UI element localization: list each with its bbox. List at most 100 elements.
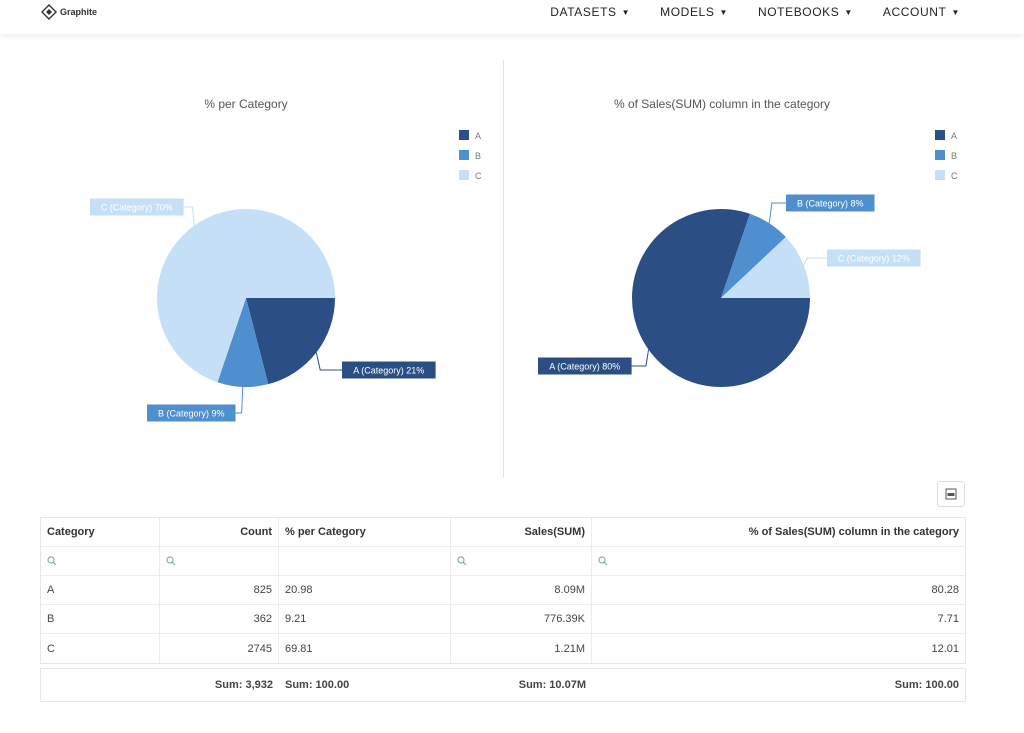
table-cell: A — [41, 576, 160, 604]
table-header-row: Category Count % per Category Sales(SUM)… — [41, 518, 965, 547]
total-cell — [41, 669, 160, 701]
search-icon — [166, 556, 176, 566]
table-row[interactable]: A 825 20.98 8.09M 80.28 — [41, 576, 965, 605]
total-cell: Sum: 100.00 — [285, 679, 350, 691]
chevron-down-icon: ▼ — [719, 7, 728, 17]
nav-models[interactable]: MODELS ▼ — [660, 5, 728, 19]
legend-swatch — [459, 150, 469, 160]
chart-title: % per Category — [204, 97, 287, 111]
chevron-down-icon: ▼ — [621, 7, 631, 17]
total-cell: Sum: 3,932 — [214, 679, 273, 691]
nav-account-label: ACCOUNT — [882, 5, 947, 19]
column-filter-input[interactable] — [451, 547, 592, 575]
legend-swatch — [459, 170, 469, 180]
column-header[interactable]: Sales(SUM) — [451, 518, 592, 546]
table-totals-row: Sum: 3,932 Sum: 100.00 Sum: 10.07M Sum: … — [40, 668, 966, 702]
chevron-down-icon: ▼ — [844, 7, 853, 17]
slice-label-box — [147, 404, 236, 422]
table-filter-row — [41, 547, 965, 576]
search-icon — [457, 556, 467, 566]
table-cell: B — [41, 605, 160, 633]
table-cell: 80.28 — [931, 584, 959, 596]
brand-name: Graphite — [60, 7, 98, 17]
chevron-down-icon: ▼ — [951, 7, 960, 17]
slice-label-b: B (Category) 8% — [797, 199, 864, 209]
brand-logo[interactable]: Graphite — [41, 3, 97, 21]
column-header[interactable]: Category — [41, 518, 160, 546]
table-cell: 825 — [160, 576, 279, 604]
slice-label-b: B (Category) 9% — [158, 409, 225, 419]
column-filter-input[interactable] — [592, 547, 965, 575]
pie-slice-c — [157, 209, 335, 383]
slice-leader-line — [631, 349, 650, 367]
table-row[interactable]: B 362 9.21 776.39K 7.71 — [41, 605, 965, 634]
table-cell: 8.09M — [451, 576, 592, 604]
pie-slice-c — [721, 237, 810, 298]
graphite-logo-icon — [41, 4, 57, 20]
table-cell: 12.01 — [931, 642, 959, 655]
slice-label-box — [342, 361, 436, 379]
slice-leader-line — [235, 386, 244, 414]
nav-account[interactable]: ACCOUNT ▼ — [883, 5, 960, 19]
pie-slice-b — [217, 298, 269, 388]
table-cell: 1.21M — [451, 634, 592, 663]
table-cell: 776.39K — [451, 605, 592, 633]
pie-chart-svg: % per Category ABC A (Category) 21% B (Cate… — [90, 97, 482, 422]
search-icon — [598, 556, 608, 566]
column-filter-input[interactable] — [41, 547, 160, 575]
slice-leader-line — [183, 206, 195, 226]
table-cell: 362 — [160, 605, 279, 633]
table-cell: 7.71 — [937, 613, 959, 625]
legend-swatch — [459, 130, 469, 140]
pie-slice-b — [721, 213, 786, 298]
main-nav: DATASETS ▼ MODELS ▼ NOTEBOOKS ▼ ACCOUNT ▼ — [550, 5, 960, 19]
legend-swatch — [935, 150, 945, 160]
total-cell: Sum: 10.07M — [518, 679, 586, 691]
table-cell: 20.98 — [279, 576, 451, 604]
pie-slice-a — [246, 298, 335, 385]
slice-label-a: A (Category) 80% — [549, 362, 620, 372]
table-cell: C — [41, 634, 160, 663]
pie-chart-percent-of-sales: % of Sales(SUM) column in the category A B… — [502, 60, 982, 480]
slice-label-c: C (Category) 70% — [101, 203, 173, 213]
slice-label-box — [90, 198, 184, 216]
column-header[interactable]: Count — [160, 518, 279, 546]
chart-title: % of Sales(SUM) column in the category — [614, 97, 830, 111]
slice-label-a: A (Category) 21% — [353, 366, 424, 376]
column-header[interactable]: % per Category — [279, 518, 451, 546]
slice-leader-line — [803, 257, 827, 266]
pie-chart-percent-per-category: % per Category A B C A (Category) 21% B (Cate… — [12, 60, 492, 480]
table-cell: 2745 — [160, 634, 279, 663]
legend-label: A — [475, 131, 481, 141]
pie-chart-svg: % of Sales(SUM) column in the categoryAB… — [538, 97, 958, 387]
legend-swatch — [935, 130, 945, 140]
search-icon — [47, 556, 57, 566]
chart-divider — [503, 60, 504, 478]
nav-notebooks-label: NOTEBOOKS — [757, 5, 840, 19]
nav-notebooks[interactable]: NOTEBOOKS ▼ — [758, 5, 853, 19]
slice-label-box — [786, 194, 875, 212]
column-filter-input[interactable] — [160, 547, 279, 575]
table-row[interactable]: C 2745 69.81 1.21M 12.01 — [41, 634, 965, 663]
top-nav-bar: Graphite DATASETS ▼ MODELS ▼ NOTEBOOKS ▼ AC… — [0, 0, 1024, 34]
column-header[interactable]: % of Sales(SUM) column in the category — [748, 526, 959, 538]
column-filter-input[interactable] — [279, 547, 451, 575]
slice-leader-line — [315, 352, 342, 371]
legend-swatch — [935, 170, 945, 180]
legend-label: A — [951, 131, 957, 141]
legend-label: B — [951, 151, 957, 161]
slice-label-box — [827, 249, 921, 267]
csv-file-icon — [945, 488, 957, 500]
slice-label-c: C (Category) 12% — [838, 254, 910, 264]
nav-datasets[interactable]: DATASETS ▼ — [550, 5, 630, 19]
total-cell: Sum: 100.00 — [894, 679, 959, 691]
export-csv-button[interactable] — [937, 481, 965, 507]
slice-leader-line — [768, 202, 786, 224]
legend-label: B — [475, 151, 481, 161]
nav-datasets-label: DATASETS — [550, 5, 617, 19]
nav-models-label: MODELS — [660, 5, 715, 19]
slice-label-box — [538, 357, 632, 375]
data-table: Category Count % per Category Sales(SUM)… — [40, 517, 966, 664]
legend-label: C — [951, 171, 958, 181]
legend-label: C — [475, 171, 482, 181]
